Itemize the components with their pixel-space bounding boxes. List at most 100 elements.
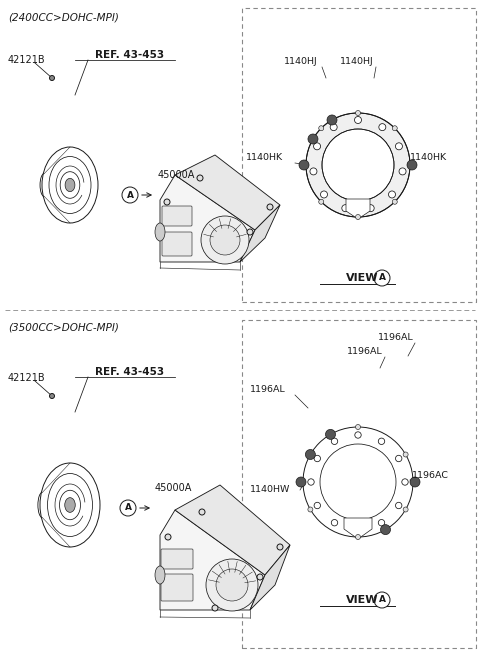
FancyBboxPatch shape: [162, 206, 192, 226]
Circle shape: [308, 134, 318, 144]
Ellipse shape: [155, 223, 165, 241]
Circle shape: [199, 509, 205, 515]
Circle shape: [212, 605, 218, 611]
Text: VIEW: VIEW: [346, 595, 379, 605]
Circle shape: [396, 502, 402, 509]
Circle shape: [277, 544, 283, 550]
Circle shape: [197, 175, 203, 181]
Bar: [242, 8, 476, 302]
Text: 1196AC: 1196AC: [412, 470, 449, 479]
FancyBboxPatch shape: [162, 232, 192, 256]
Text: 45000A: 45000A: [155, 483, 192, 493]
Circle shape: [165, 534, 171, 540]
Circle shape: [392, 126, 397, 131]
Text: REF. 43-453: REF. 43-453: [95, 367, 164, 377]
Ellipse shape: [155, 566, 165, 584]
Circle shape: [306, 113, 410, 217]
Circle shape: [310, 168, 317, 175]
Text: VIEW: VIEW: [346, 273, 379, 283]
Circle shape: [164, 199, 170, 205]
Circle shape: [321, 191, 327, 198]
Polygon shape: [344, 518, 372, 539]
Ellipse shape: [206, 559, 258, 611]
Circle shape: [49, 75, 55, 81]
Text: 1196AL: 1196AL: [250, 386, 286, 394]
Text: A: A: [379, 595, 385, 605]
Circle shape: [331, 438, 338, 445]
Text: REF. 43-453: REF. 43-453: [95, 50, 164, 60]
Text: 1140HW: 1140HW: [250, 485, 290, 495]
Ellipse shape: [65, 178, 75, 192]
Circle shape: [356, 534, 360, 540]
Circle shape: [313, 143, 321, 150]
Circle shape: [396, 455, 402, 462]
Circle shape: [327, 115, 337, 125]
Circle shape: [399, 168, 406, 175]
Circle shape: [374, 592, 390, 608]
Polygon shape: [240, 205, 280, 262]
Circle shape: [257, 574, 263, 580]
Circle shape: [308, 507, 313, 512]
Polygon shape: [160, 510, 265, 610]
Text: (3500CC>DOHC-MPI): (3500CC>DOHC-MPI): [8, 323, 119, 333]
Polygon shape: [175, 485, 290, 575]
Circle shape: [356, 214, 360, 219]
Text: A: A: [127, 191, 133, 200]
Circle shape: [407, 160, 417, 170]
Circle shape: [299, 160, 309, 170]
Circle shape: [322, 129, 394, 201]
Text: 1140HJ: 1140HJ: [340, 58, 374, 67]
Circle shape: [330, 124, 337, 130]
Circle shape: [379, 124, 386, 130]
Circle shape: [342, 204, 349, 212]
Circle shape: [247, 229, 253, 235]
Text: 45000A: 45000A: [158, 170, 195, 180]
Circle shape: [403, 452, 408, 457]
Circle shape: [355, 526, 361, 533]
Circle shape: [374, 270, 390, 286]
Circle shape: [319, 199, 324, 204]
Circle shape: [356, 424, 360, 430]
Circle shape: [319, 126, 324, 131]
Circle shape: [49, 394, 55, 398]
Circle shape: [320, 444, 396, 520]
Circle shape: [267, 204, 273, 210]
Circle shape: [296, 477, 306, 487]
Circle shape: [396, 143, 402, 150]
Circle shape: [308, 479, 314, 485]
Polygon shape: [160, 175, 255, 262]
Polygon shape: [250, 545, 290, 610]
Text: 1140HK: 1140HK: [410, 153, 447, 162]
Polygon shape: [346, 199, 370, 219]
Ellipse shape: [201, 216, 249, 264]
Circle shape: [392, 199, 397, 204]
Circle shape: [325, 430, 336, 440]
Circle shape: [403, 507, 408, 512]
Text: 1196AL: 1196AL: [347, 348, 383, 356]
Circle shape: [378, 519, 384, 526]
Ellipse shape: [210, 225, 240, 255]
Ellipse shape: [216, 569, 248, 601]
Text: A: A: [124, 504, 132, 512]
Circle shape: [367, 204, 374, 212]
Circle shape: [308, 452, 313, 457]
Circle shape: [303, 162, 309, 168]
Text: 1140HJ: 1140HJ: [284, 58, 318, 67]
Circle shape: [388, 191, 396, 198]
Bar: [242, 320, 476, 648]
Text: A: A: [379, 274, 385, 282]
Circle shape: [410, 477, 420, 487]
FancyBboxPatch shape: [161, 574, 193, 601]
Circle shape: [356, 111, 360, 115]
Circle shape: [402, 479, 408, 485]
Text: 1140HK: 1140HK: [246, 153, 283, 162]
Circle shape: [305, 449, 315, 460]
Circle shape: [381, 525, 391, 534]
FancyBboxPatch shape: [161, 549, 193, 569]
Text: 42121B: 42121B: [8, 55, 46, 65]
Circle shape: [331, 519, 338, 526]
Circle shape: [408, 162, 412, 168]
Circle shape: [355, 432, 361, 438]
Circle shape: [314, 455, 321, 462]
Circle shape: [355, 117, 361, 124]
